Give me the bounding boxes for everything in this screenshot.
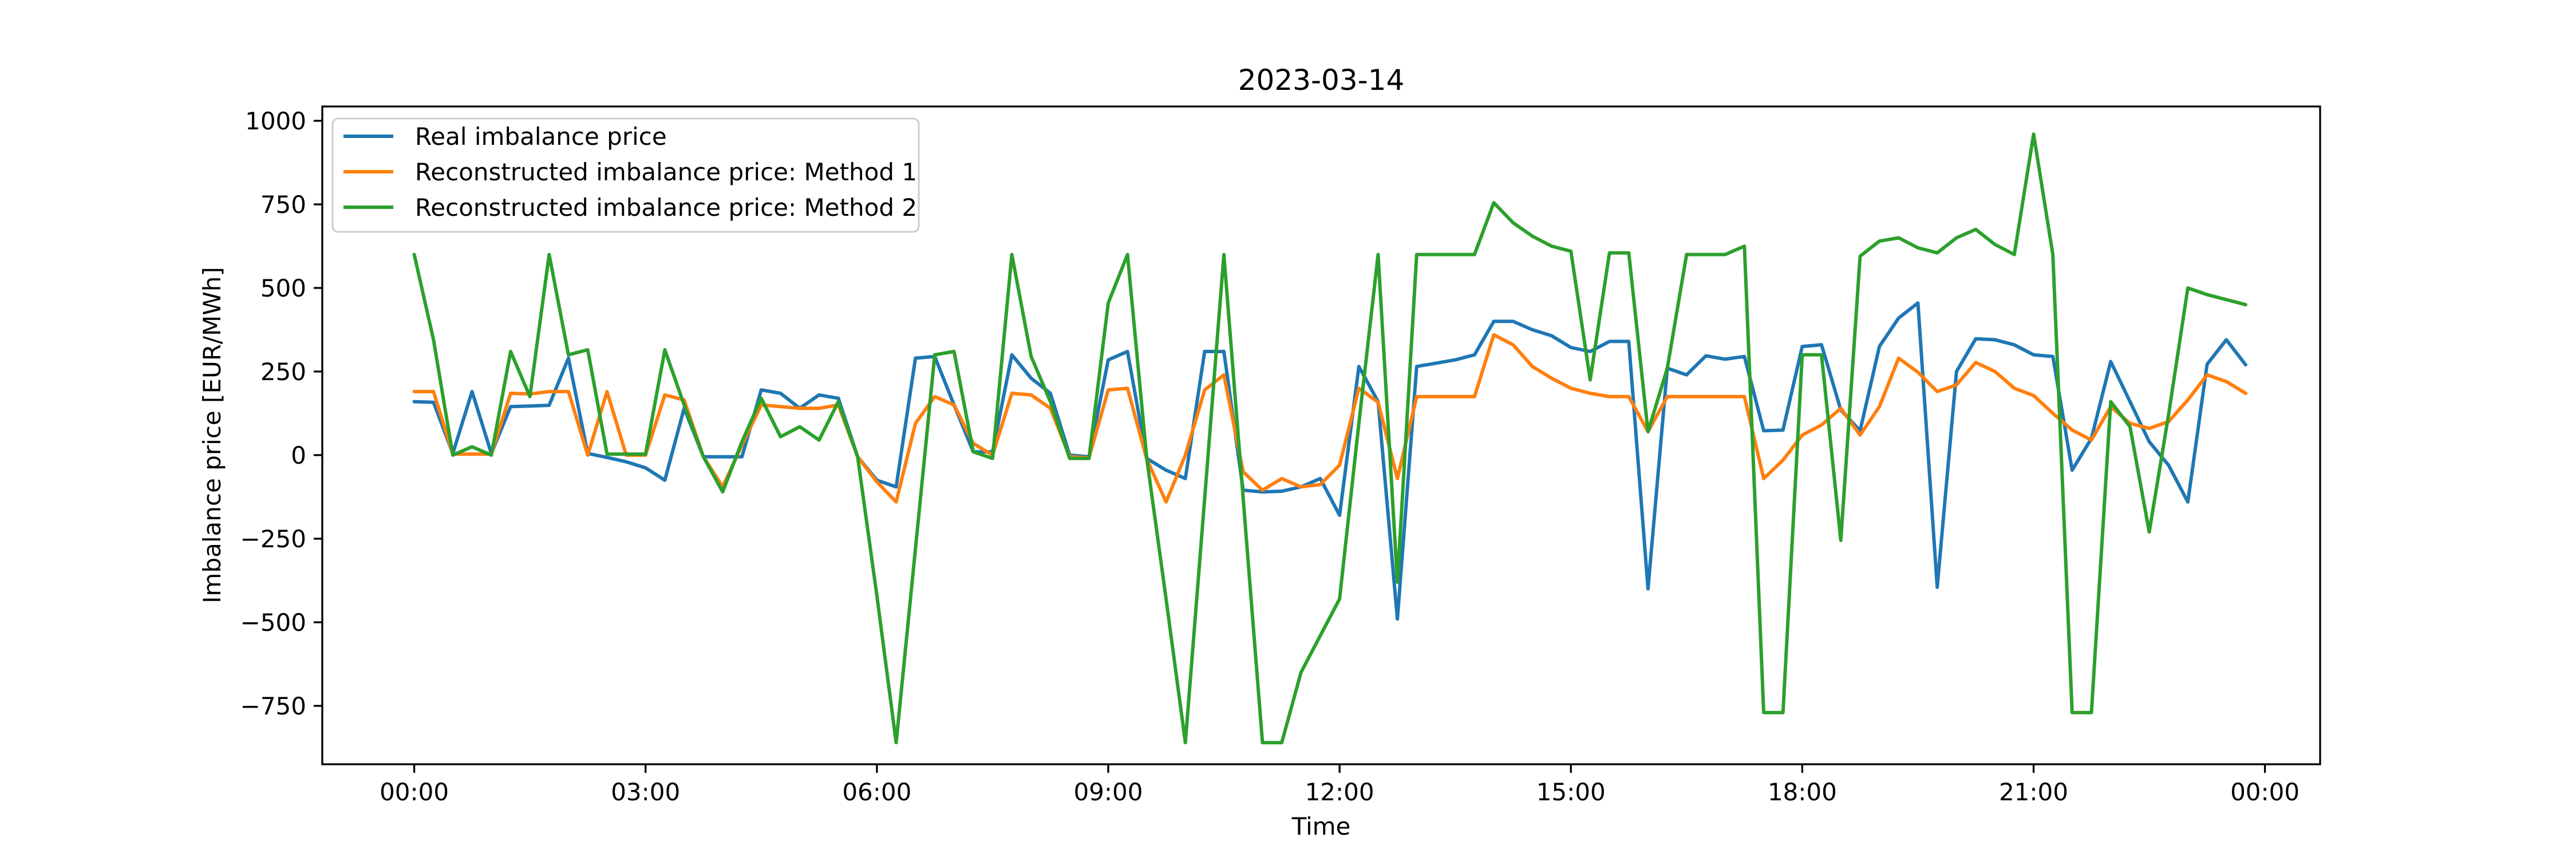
x-tick-label: 09:00 (1073, 778, 1143, 806)
x-tick-label: 18:00 (1768, 778, 1837, 806)
series-line-0 (412, 301, 2247, 621)
series-line-1 (412, 333, 2247, 504)
x-tick-label: 00:00 (2230, 778, 2300, 806)
y-axis-label: Imbalance price [EUR/MWh] (198, 267, 226, 603)
y-tick-label: 750 (260, 191, 306, 219)
series-line-2 (412, 132, 2247, 745)
x-tick-label: 03:00 (611, 778, 680, 806)
y-tick-label: −750 (240, 692, 306, 720)
y-tick-label: 0 (291, 441, 306, 469)
x-tick-label: 00:00 (380, 778, 449, 806)
x-tick-label: 21:00 (1999, 778, 2068, 806)
chart-title: 2023-03-14 (1238, 64, 1405, 97)
plot-series (412, 132, 2247, 745)
legend-label-2: Reconstructed imbalance price: Method 2 (415, 193, 917, 222)
y-tick-label: 1000 (245, 107, 306, 135)
legend-label-0: Real imbalance price (415, 123, 667, 151)
legend-label-1: Reconstructed imbalance price: Method 1 (415, 158, 917, 186)
y-tick-label: 250 (260, 358, 306, 386)
x-axis-label: Time (1291, 812, 1351, 840)
y-tick-label: −250 (240, 525, 306, 553)
x-tick-label: 12:00 (1305, 778, 1374, 806)
legend-box (331, 117, 920, 233)
legend: Real imbalance price Reconstructed imbala… (331, 117, 920, 233)
y-tick-label: 500 (260, 274, 306, 302)
plot-border (321, 105, 2321, 765)
y-axis-ticks: 1000 750 500 250 0 −250 −500 −750 (240, 107, 322, 720)
x-tick-label: 15:00 (1536, 778, 1606, 806)
y-tick-label: −500 (240, 609, 306, 637)
x-tick-label: 06:00 (842, 778, 911, 806)
x-axis-ticks: 00:00 03:00 06:00 09:00 12:00 15:00 18:00 21:00… (380, 764, 2300, 806)
